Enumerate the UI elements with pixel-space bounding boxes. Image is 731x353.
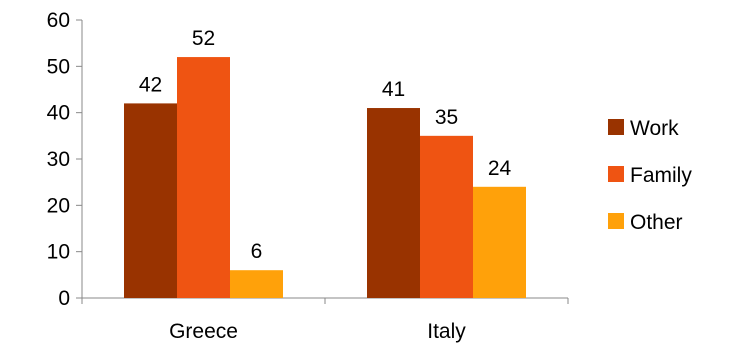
data-label: 24 bbox=[488, 157, 512, 180]
y-tick-label: 50 bbox=[47, 55, 70, 78]
data-label: 42 bbox=[139, 73, 162, 96]
bar-other-greece bbox=[230, 270, 283, 298]
y-tick-label: 40 bbox=[47, 102, 70, 125]
bar-family-italy bbox=[420, 135, 473, 298]
bar-family-greece bbox=[177, 57, 230, 298]
data-labels: 42 52 6 41 35 24 bbox=[139, 27, 512, 263]
x-category-label: Italy bbox=[427, 320, 466, 343]
bar-other-italy bbox=[473, 186, 526, 298]
legend-swatch-family bbox=[608, 166, 624, 182]
bar-work-italy bbox=[367, 108, 420, 299]
y-tick-label: 60 bbox=[47, 9, 70, 32]
y-tick-label: 20 bbox=[47, 194, 70, 217]
bars bbox=[124, 57, 526, 299]
legend-label-family: Family bbox=[630, 164, 692, 187]
axes: 0 10 20 30 40 50 60 Greece Italy bbox=[47, 9, 569, 343]
legend-label-other: Other bbox=[630, 211, 683, 234]
legend-swatch-work bbox=[608, 119, 624, 135]
bar-work-greece bbox=[124, 103, 177, 299]
y-tick-label: 10 bbox=[47, 241, 70, 264]
legend-label-work: Work bbox=[630, 117, 679, 140]
data-label: 52 bbox=[192, 27, 215, 50]
data-label: 6 bbox=[251, 240, 263, 263]
legend: Work Family Other bbox=[608, 117, 692, 234]
legend-swatch-other bbox=[608, 213, 624, 229]
x-category-label: Greece bbox=[169, 320, 238, 343]
data-label: 35 bbox=[435, 106, 458, 129]
y-tick-label: 0 bbox=[58, 287, 70, 310]
data-label: 41 bbox=[382, 78, 405, 101]
y-tick-label: 30 bbox=[47, 148, 70, 171]
